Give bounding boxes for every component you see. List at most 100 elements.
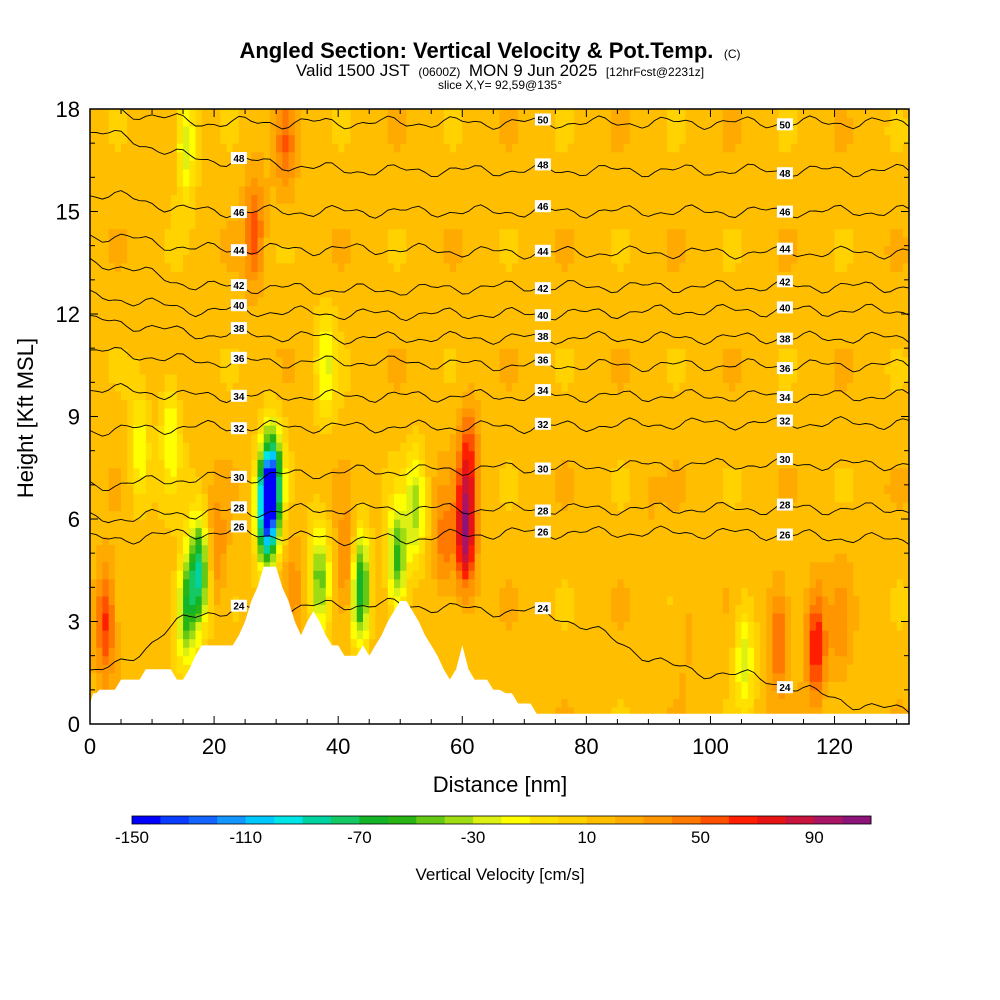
velocity-cell — [232, 570, 240, 580]
velocity-cell — [443, 194, 451, 204]
velocity-cell — [468, 228, 476, 238]
velocity-cell — [456, 151, 463, 161]
velocity-cell — [145, 228, 153, 238]
velocity-cell — [493, 664, 501, 674]
velocity-cell — [133, 348, 141, 358]
velocity-cell — [189, 237, 197, 247]
velocity-cell — [369, 160, 376, 170]
velocity-cell — [387, 501, 395, 512]
velocity-cell — [307, 595, 314, 606]
velocity-cell — [313, 168, 321, 178]
velocity-cell — [474, 630, 482, 640]
velocity-cell — [214, 331, 221, 341]
velocity-cell — [344, 220, 352, 230]
velocity-cell — [214, 416, 221, 426]
velocity-cell — [195, 612, 203, 623]
velocity-cell — [375, 501, 383, 512]
velocity-cell — [189, 177, 197, 187]
velocity-cell — [232, 578, 240, 588]
velocity-cell — [282, 237, 290, 247]
velocity-cell — [344, 254, 352, 264]
velocity-cell — [220, 254, 228, 264]
velocity-cell — [418, 228, 426, 238]
velocity-cell — [400, 459, 408, 469]
velocity-cell — [381, 416, 389, 426]
velocity-cell — [276, 271, 283, 281]
velocity-cell — [449, 621, 457, 631]
velocity-cell — [356, 237, 364, 247]
velocity-cell — [201, 621, 209, 631]
velocity-cell — [282, 288, 290, 298]
velocity-cell — [214, 630, 221, 640]
velocity-cell — [170, 467, 178, 477]
velocity-cell — [487, 484, 494, 494]
velocity-cell — [245, 348, 252, 358]
velocity-cell — [425, 544, 432, 554]
velocity-cell — [170, 305, 178, 315]
velocity-cell — [263, 126, 271, 136]
velocity-cell — [474, 655, 482, 665]
velocity-cell — [418, 544, 426, 554]
velocity-cell — [170, 382, 178, 392]
velocity-cell — [195, 279, 203, 289]
velocity-cell — [412, 305, 420, 315]
velocity-cell — [487, 220, 494, 230]
velocity-cell — [263, 519, 271, 529]
velocity-cell — [201, 587, 209, 597]
velocity-cell — [158, 109, 166, 119]
slice-info: slice X,Y= 92,59@135° — [438, 78, 562, 92]
velocity-cell — [294, 595, 302, 606]
velocity-cell — [487, 664, 494, 674]
velocity-cell — [158, 348, 166, 358]
velocity-cell — [369, 177, 376, 187]
velocity-cell — [418, 109, 426, 119]
velocity-cell — [493, 305, 501, 315]
velocity-cell — [102, 544, 110, 554]
velocity-cell — [220, 587, 228, 597]
velocity-cell — [102, 672, 110, 682]
velocity-cell — [263, 314, 271, 324]
velocity-cell — [313, 442, 321, 452]
velocity-cell — [214, 134, 221, 144]
velocity-cell — [127, 433, 135, 443]
velocity-cell — [226, 194, 234, 204]
velocity-cell — [431, 561, 439, 571]
velocity-cell — [114, 493, 122, 503]
velocity-cell — [251, 382, 259, 392]
velocity-cell — [356, 339, 364, 349]
velocity-cell — [505, 450, 513, 460]
velocity-cell — [406, 382, 414, 392]
velocity-cell — [344, 630, 352, 640]
velocity-cell — [201, 493, 209, 503]
velocity-cell — [90, 314, 97, 324]
velocity-cell — [375, 296, 383, 307]
velocity-cell — [300, 510, 308, 520]
velocity-cell — [127, 578, 135, 588]
velocity-cell — [183, 647, 190, 657]
velocity-cell — [412, 211, 420, 221]
velocity-cell — [400, 587, 408, 597]
velocity-cell — [189, 356, 197, 366]
velocity-cell — [400, 254, 408, 264]
velocity-cell — [127, 126, 135, 136]
velocity-cell — [363, 544, 370, 554]
velocity-cell — [356, 382, 364, 392]
velocity-cell — [152, 621, 159, 631]
velocity-cell — [338, 407, 345, 418]
velocity-cell — [344, 553, 352, 563]
velocity-cell — [176, 109, 184, 119]
velocity-cell — [207, 561, 215, 571]
velocity-cell — [493, 536, 501, 546]
velocity-cell — [176, 245, 184, 255]
velocity-cell — [437, 536, 445, 546]
velocity-cell — [350, 553, 358, 563]
velocity-cell — [251, 109, 259, 119]
velocity-cell — [176, 126, 184, 136]
velocity-cell — [90, 134, 97, 144]
velocity-cell — [114, 407, 122, 418]
velocity-cell — [294, 288, 302, 298]
velocity-cell — [443, 630, 451, 640]
velocity-cell — [331, 630, 339, 640]
velocity-cell — [152, 134, 159, 144]
velocity-cell — [276, 288, 283, 298]
